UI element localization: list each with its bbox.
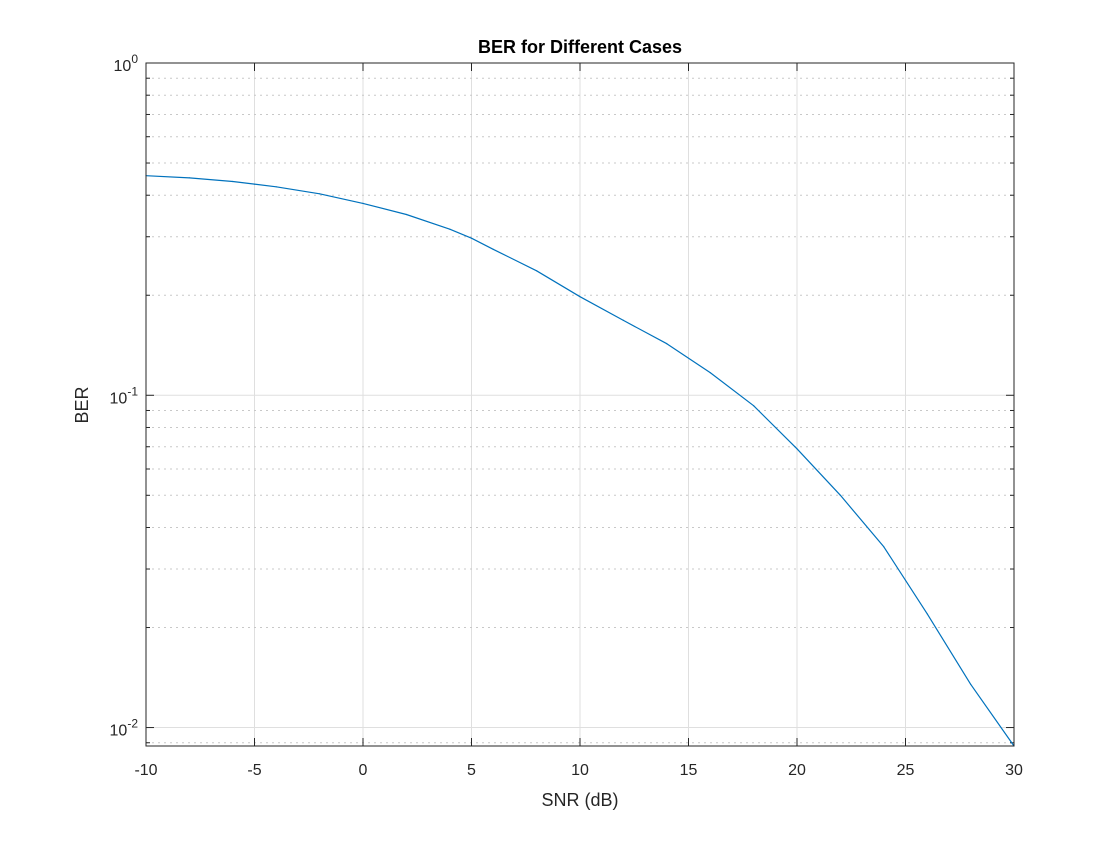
- y-tick-label: 100: [114, 52, 139, 75]
- y-tick-label: 10-1: [110, 384, 139, 407]
- ber-data-point: [709, 372, 711, 374]
- x-tick-label: 25: [897, 762, 915, 779]
- ber-data-point: [579, 296, 581, 298]
- ber-data-point: [232, 180, 234, 183]
- ber-data-point: [492, 248, 494, 250]
- x-tick-label: 5: [467, 762, 476, 779]
- x-tick-labels: -10 -5 0 5 10 15 20 25 30: [134, 762, 1023, 779]
- plot-box: [145, 62, 1015, 747]
- grid: [146, 63, 1014, 746]
- ber-data-point: [970, 683, 972, 685]
- x-tick-label: -5: [247, 762, 261, 779]
- y-tick-label-exponent: -1: [127, 384, 138, 398]
- ber-data-point: [362, 202, 364, 204]
- x-tick-label: -10: [134, 762, 157, 779]
- ber-data-point: [275, 186, 277, 188]
- x-tick-label: 15: [680, 762, 698, 779]
- ber-data-point: [926, 613, 928, 615]
- ber-data-point: [319, 193, 321, 195]
- ber-data-point: [883, 546, 885, 548]
- x-tick-label: 10: [571, 762, 589, 779]
- y-tick-label-base: 10: [110, 723, 128, 740]
- x-axis-label: SNR (dB): [541, 790, 618, 810]
- chart-title: BER for Different Cases: [478, 37, 682, 57]
- ber-data-point: [188, 177, 190, 179]
- ber-data-point: [405, 213, 407, 216]
- ber-data-point: [449, 228, 451, 230]
- ber-data-point: [470, 237, 473, 239]
- ber-data-point: [253, 183, 256, 185]
- ber-data-point: [753, 405, 755, 407]
- ber-data-point: [839, 494, 842, 496]
- ber-data-point: [622, 319, 625, 321]
- ber-data-point: [536, 270, 538, 272]
- y-tick-label-exponent: -2: [127, 717, 138, 731]
- x-tick-label: 20: [788, 762, 806, 779]
- y-tick-label: 10-2: [110, 717, 139, 740]
- y-tick-label-exponent: 0: [131, 52, 138, 66]
- ber-data-point: [666, 343, 668, 345]
- ber-data-point: [796, 448, 798, 450]
- y-tick-label-base: 10: [110, 390, 128, 407]
- x-tick-label: 0: [359, 762, 368, 779]
- y-axis-label: BER: [72, 386, 92, 423]
- y-tick-label-base: 10: [114, 58, 132, 75]
- x-tick-label: 30: [1005, 762, 1023, 779]
